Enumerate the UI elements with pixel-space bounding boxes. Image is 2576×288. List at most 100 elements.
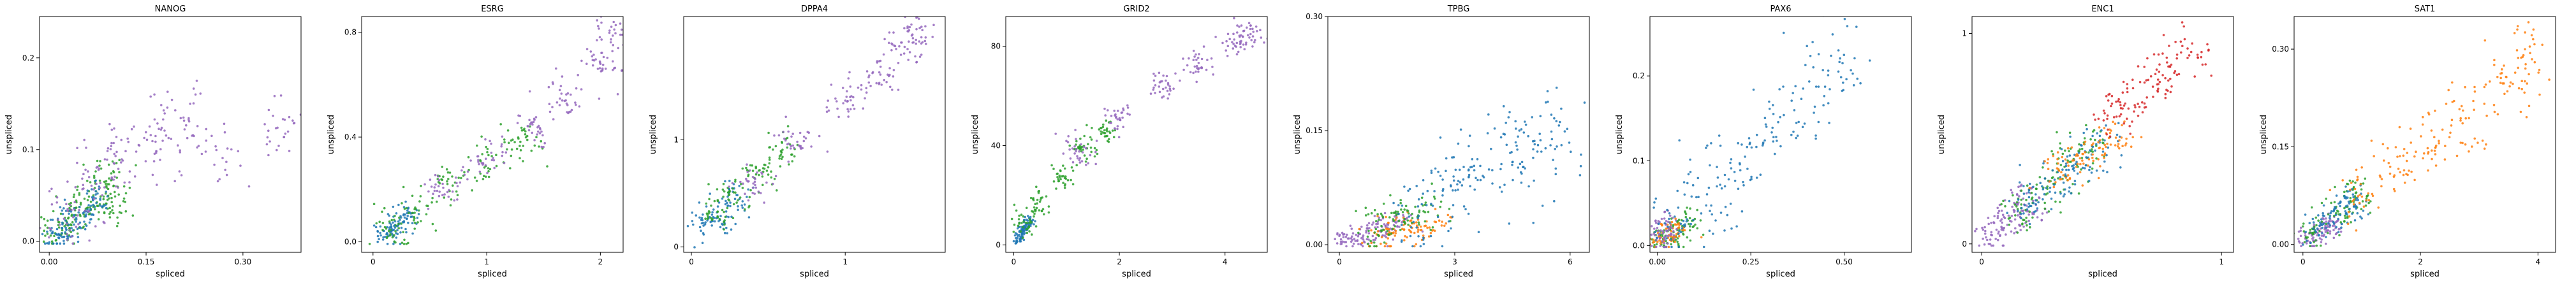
data-point [442, 175, 445, 178]
data-point [2002, 244, 2005, 247]
data-point [1793, 109, 1796, 112]
data-point [1677, 245, 1680, 248]
data-point [1667, 234, 1670, 238]
data-point [1579, 164, 1582, 168]
data-point [1078, 159, 1081, 162]
data-point [2165, 89, 2168, 91]
data-point [1710, 204, 1712, 207]
data-point [784, 139, 787, 142]
data-point [728, 193, 731, 196]
data-point [1108, 138, 1110, 141]
data-point [903, 45, 906, 48]
data-point [2422, 157, 2424, 160]
data-point [1661, 223, 1663, 226]
data-point [1776, 140, 1778, 142]
data-point [401, 241, 404, 244]
data-point [1772, 104, 1774, 106]
data-point [375, 222, 378, 225]
data-point [1579, 174, 1582, 176]
data-point [1034, 225, 1038, 228]
data-point [898, 45, 901, 48]
data-point [1363, 240, 1365, 243]
data-point [1236, 24, 1239, 27]
data-point [519, 145, 521, 147]
data-point [906, 30, 909, 32]
data-point [1473, 164, 1476, 168]
data-point [776, 189, 778, 192]
data-point [1679, 222, 1682, 226]
data-point [2057, 168, 2060, 171]
data-point [216, 180, 219, 183]
x-tick-label: 0 [371, 257, 376, 266]
data-point [921, 29, 924, 31]
data-point [1025, 227, 1028, 231]
panel-title: SAT1 [2415, 4, 2436, 14]
data-point [1808, 80, 1811, 83]
data-point [1665, 220, 1668, 222]
data-point [528, 119, 531, 122]
data-point [1391, 227, 1394, 231]
data-point [2087, 164, 2089, 167]
data-point [2174, 41, 2177, 43]
data-point [1038, 209, 1041, 212]
data-point [1524, 167, 1526, 170]
data-point [908, 51, 911, 54]
data-point [2344, 196, 2347, 199]
data-point [2000, 203, 2003, 206]
data-point [758, 173, 760, 176]
data-point [1152, 73, 1155, 75]
data-point [918, 55, 922, 58]
data-point [1415, 185, 1418, 187]
data-point [706, 214, 709, 217]
data-point [1395, 216, 1398, 219]
data-point [1035, 185, 1038, 189]
data-point [1012, 231, 1015, 233]
data-point [2434, 110, 2436, 112]
data-point [1683, 193, 1686, 196]
data-point [1409, 219, 1413, 222]
data-point [1084, 160, 1087, 163]
data-point [1655, 236, 1658, 240]
data-point [1652, 233, 1655, 235]
data-point [768, 156, 771, 159]
data-point [2405, 159, 2408, 162]
data-point [2035, 203, 2037, 206]
data-point [1568, 141, 1571, 144]
data-point [725, 226, 728, 229]
data-point [723, 190, 726, 193]
data-point [443, 196, 446, 199]
data-point [1071, 147, 1074, 150]
data-point [1439, 175, 1442, 177]
data-point [2362, 210, 2365, 212]
data-point [77, 185, 79, 188]
data-point [924, 25, 927, 28]
data-point [878, 60, 881, 62]
data-point [2311, 217, 2315, 220]
data-point [2020, 184, 2023, 186]
data-point [1668, 212, 1671, 215]
data-point [1240, 24, 1243, 27]
data-point [2302, 225, 2304, 228]
data-point [76, 214, 79, 217]
data-point [487, 154, 490, 157]
data-point [1372, 221, 1375, 224]
data-point [1373, 215, 1376, 217]
data-point [2087, 180, 2091, 182]
data-point [2103, 139, 2106, 142]
data-point [2121, 107, 2124, 110]
data-point [2315, 244, 2318, 247]
data-point [555, 67, 557, 70]
data-point [559, 85, 563, 87]
data-point [1441, 194, 1444, 197]
x-axis-label: spliced [1122, 270, 1151, 279]
data-point [901, 41, 903, 44]
data-point [433, 189, 436, 192]
data-point [2062, 181, 2065, 184]
data-point [148, 125, 151, 128]
data-point [1080, 145, 1084, 148]
data-point [92, 188, 95, 191]
data-point [2177, 73, 2181, 76]
data-point [2092, 142, 2094, 145]
data-point [2360, 195, 2364, 198]
data-point [619, 22, 622, 25]
